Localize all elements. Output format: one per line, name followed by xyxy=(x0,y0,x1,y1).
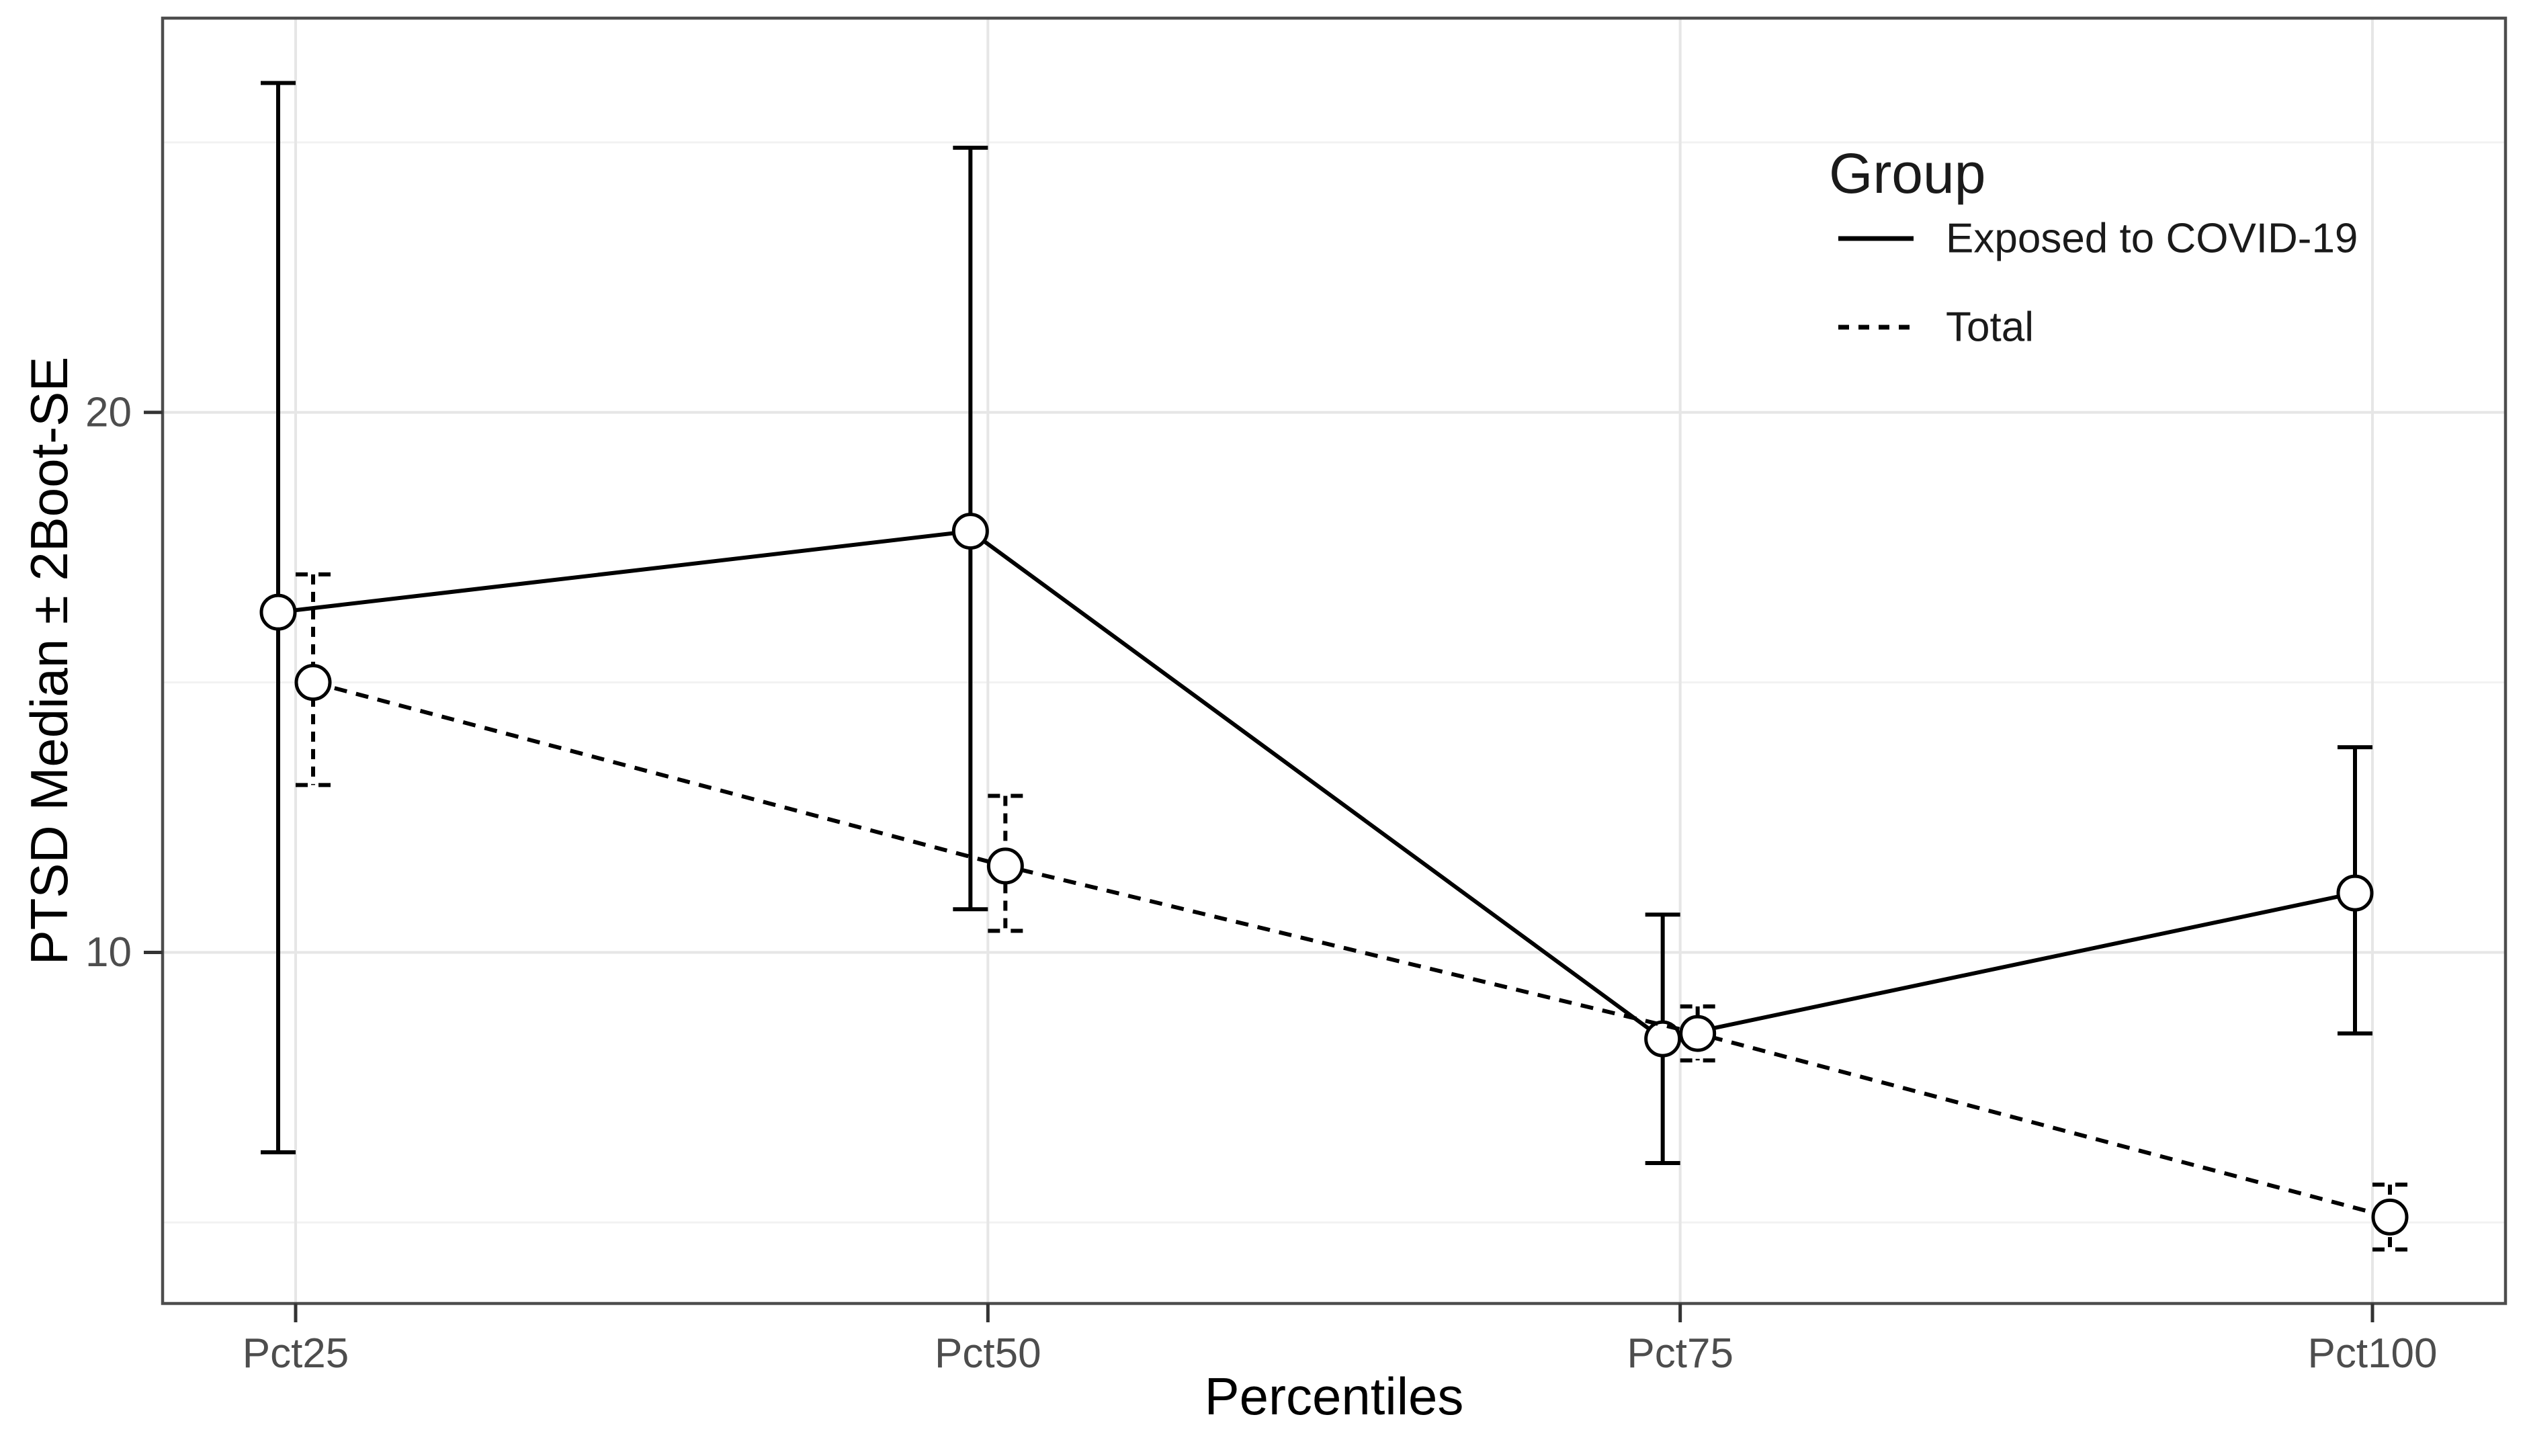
legend: Group Exposed to COVID-19 Total xyxy=(1829,142,2358,351)
legend-title: Group xyxy=(1829,142,1985,205)
data-point xyxy=(986,847,1024,885)
data-point xyxy=(259,593,297,631)
data-point xyxy=(294,664,332,701)
series-line xyxy=(277,529,2356,1041)
data-point xyxy=(951,513,989,550)
x-axis: Pct25 Pct50 Pct75 Pct100 xyxy=(243,1303,2438,1377)
plot-panel xyxy=(163,18,2505,1303)
legend-item: Total xyxy=(1838,304,2034,351)
error-bar xyxy=(2372,1183,2407,1252)
x-tick-label: Pct50 xyxy=(935,1330,1041,1377)
error-bar xyxy=(988,794,1023,933)
x-tick-label: Pct75 xyxy=(1627,1330,1733,1377)
data-point xyxy=(1679,1015,1717,1052)
legend-item: Exposed to COVID-19 xyxy=(1838,216,2358,262)
data-point xyxy=(2336,874,2374,912)
legend-label: Total xyxy=(1946,304,2034,351)
series-line xyxy=(312,680,2391,1219)
legend-label: Exposed to COVID-19 xyxy=(1946,216,2358,262)
data-point xyxy=(1644,1020,1682,1058)
y-tick-label: 10 xyxy=(85,929,132,976)
series-exposed-to-covid-19 xyxy=(259,81,2374,1166)
y-tick-label: 20 xyxy=(85,389,132,435)
major-gridlines xyxy=(163,18,2505,1303)
x-tick-label: Pct25 xyxy=(243,1330,349,1377)
minor-gridlines xyxy=(163,141,2505,1224)
y-axis-title: PTSD Median ± 2Boot-SE xyxy=(19,357,79,966)
data-point xyxy=(2371,1198,2409,1236)
panel-border xyxy=(161,16,2508,1305)
series-total xyxy=(294,572,2409,1252)
x-axis-title: Percentiles xyxy=(1205,1367,1464,1426)
x-tick-label: Pct100 xyxy=(2307,1330,2437,1377)
